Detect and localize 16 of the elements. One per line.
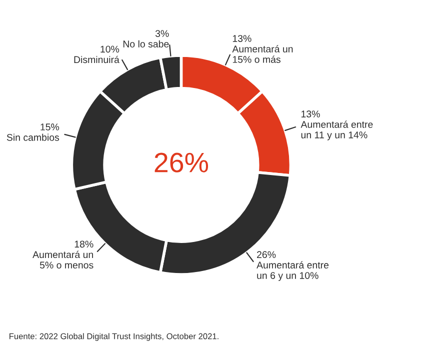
data-label: 15% <box>40 124 60 130</box>
data-label: 13% <box>301 110 320 118</box>
data-label: 18% <box>74 240 94 248</box>
data-label: 26% <box>257 251 276 258</box>
source-note: Fuente: 2022 Global Digital Trust Insights, October 2021. <box>10 333 218 341</box>
slice-label: No lo sabe <box>123 40 169 48</box>
slice-label: Aumentará un 15% o más <box>232 45 293 63</box>
data-label: 3% <box>155 30 169 37</box>
data-label: 10% <box>100 46 120 53</box>
slice-label: Aumentará un 5% o menos <box>32 250 94 269</box>
slice-label: Disminuirá <box>74 56 120 64</box>
data-label: 13% <box>232 35 252 42</box>
text: 26% <box>154 152 208 172</box>
slice-label: Aumentará entre un 11 y un 14% <box>300 120 373 140</box>
slice-label: Aumentará entre un 6 y un 10% <box>256 261 329 281</box>
slice-label: Sin cambios <box>6 134 60 141</box>
